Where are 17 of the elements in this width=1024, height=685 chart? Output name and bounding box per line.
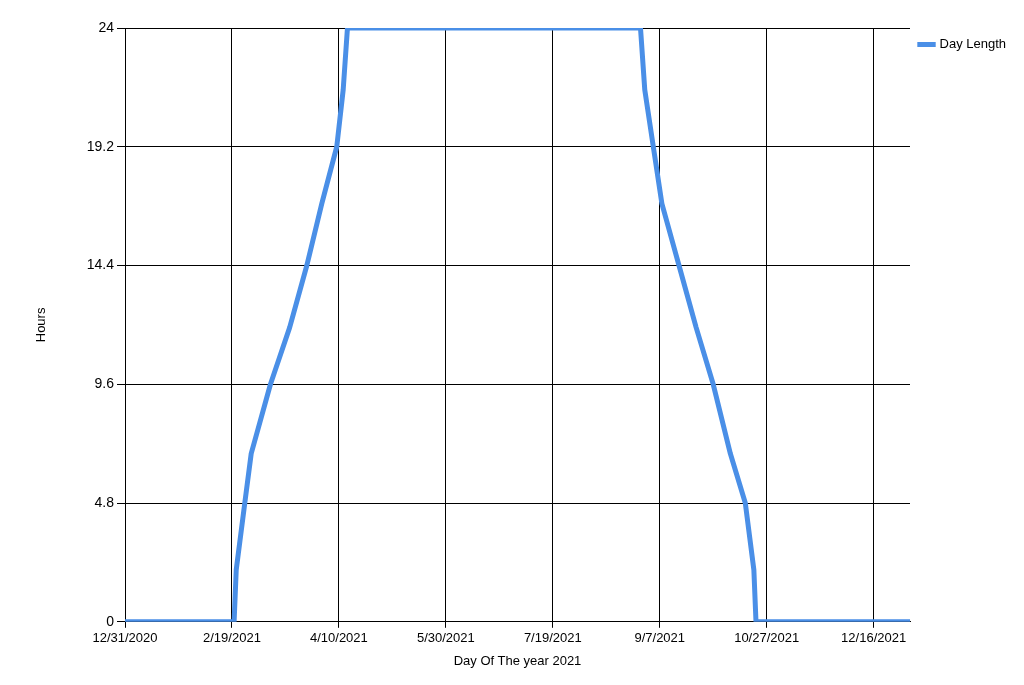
y-tick-label: 24 [98, 18, 115, 35]
y-tick-label: 14.4 [86, 256, 115, 273]
x-tick-label: 7/19/2021 [523, 630, 582, 646]
x-tick-label: 9/7/2021 [634, 630, 686, 646]
y-tick-label: 19.2 [86, 137, 115, 154]
x-axis-title: Day Of The year 2021 [453, 652, 582, 668]
legend-label: Day Length [939, 36, 1007, 52]
y-tick-label: 0 [106, 612, 115, 629]
y-tick-label: 9.6 [94, 375, 115, 392]
x-tick-label: 12/31/2020 [92, 630, 158, 646]
x-tick-label: 4/10/2021 [309, 630, 368, 646]
x-tick-label: 2/19/2021 [203, 630, 261, 646]
x-tick-label: 12/16/2021 [841, 630, 907, 646]
x-tick-label: 5/30/2021 [416, 630, 475, 646]
y-tick-label: 4.8 [94, 493, 115, 510]
x-tick-label: 10/27/2021 [734, 630, 800, 646]
y-axis-title: Hours [33, 307, 49, 343]
